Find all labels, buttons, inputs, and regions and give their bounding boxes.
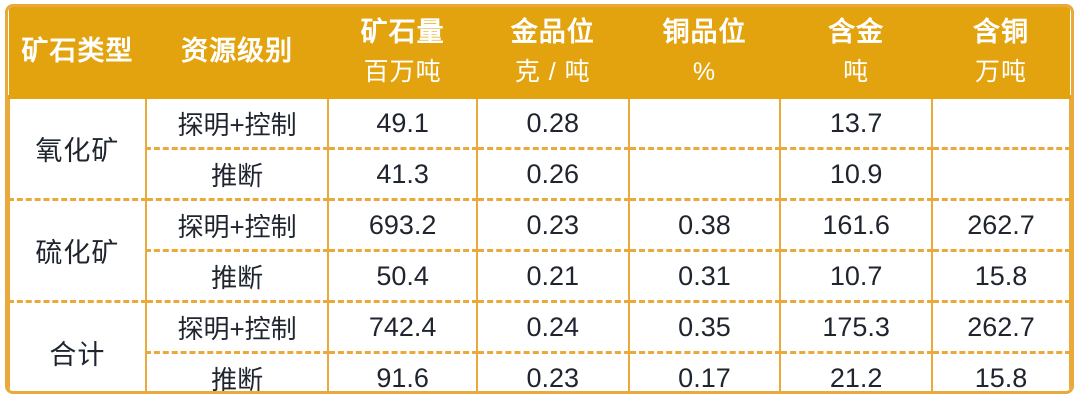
value-cell: 693.2 [327,198,478,251]
value-cell: 0.23 [475,198,630,251]
table-row: 推断 41.3 0.26 10.9 [9,147,1071,200]
ore-type-cell: 硫化矿 [8,198,147,302]
column-unit: 吨 [843,57,870,86]
table-row: 推断 50.4 0.21 0.31 10.7 15.8 [9,249,1071,302]
table-header: 矿石类型 资源级别 矿石量 百万吨 金品位 克 / 吨 [9,7,1070,99]
value-cell: 10.7 [779,249,934,302]
value-cell: 91.6 [327,351,478,391]
value-cell: 13.7 [779,97,934,149]
value-cell: 175.3 [779,300,934,353]
value-cell: 15.8 [931,249,1071,302]
table-body: 氧化矿 探明+控制 49.1 0.28 13.7 推断 41.3 0.26 10… [8,97,1071,391]
header-ore-type: 矿石类型 [9,7,146,99]
column-label: 铜品位 [662,16,747,47]
resource-level-cell: 探明+控制 [144,97,330,149]
value-cell [627,97,782,149]
value-cell: 742.4 [327,300,478,353]
value-cell [627,147,782,200]
ore-type-cell: 合计 [8,300,147,391]
value-cell [931,147,1071,200]
value-cell: 0.38 [627,198,782,251]
column-label: 含金 [828,16,885,47]
table-row: 推断 91.6 0.23 0.17 21.2 15.8 [9,351,1071,391]
header-gold-grade: 金品位 克 / 吨 [476,7,629,99]
header-contained-copper: 含铜 万吨 [932,7,1070,99]
resource-level-cell: 推断 [144,351,330,391]
value-cell: 0.26 [475,147,630,200]
value-cell: 15.8 [931,351,1071,391]
value-cell: 161.6 [779,198,934,251]
column-label: 含铜 [973,16,1030,47]
header-ore-tonnage: 矿石量 百万吨 [328,7,477,99]
resource-level-cell: 探明+控制 [144,198,330,251]
column-unit: 克 / 吨 [514,57,591,86]
column-unit: 百万吨 [363,57,442,86]
resource-table-container: 矿石类型 资源级别 矿石量 百万吨 金品位 克 / 吨 [5,4,1074,394]
resource-level-cell: 推断 [144,249,330,302]
value-cell: 0.28 [475,97,630,149]
column-label: 矿石类型 [21,36,134,66]
value-cell [931,97,1071,149]
mineral-resource-table: 矿石类型 资源级别 矿石量 百万吨 金品位 克 / 吨 [8,7,1071,391]
value-cell: 262.7 [931,300,1071,353]
value-cell: 0.35 [627,300,782,353]
table-row: 氧化矿 探明+控制 49.1 0.28 13.7 [8,97,1071,200]
value-cell: 0.17 [627,351,782,391]
value-cell: 0.21 [475,249,630,302]
ore-type-cell: 氧化矿 [8,97,147,200]
header-contained-gold: 含金 吨 [780,7,933,99]
column-unit: 万吨 [975,57,1028,86]
value-cell: 49.1 [327,97,478,149]
column-label: 金品位 [510,16,595,47]
value-cell: 50.4 [327,249,478,302]
column-unit: % [692,57,717,86]
value-cell: 0.23 [475,351,630,391]
value-cell: 10.9 [779,147,934,200]
column-label: 矿石量 [360,16,445,47]
table-row: 合计 探明+控制 742.4 0.24 0.35 175.3 262.7 [8,300,1071,391]
value-cell: 21.2 [779,351,934,391]
value-cell: 0.24 [475,300,630,353]
value-cell: 0.31 [627,249,782,302]
header-copper-grade: 铜品位 % [628,7,781,99]
column-label: 资源级别 [181,36,294,66]
resource-level-cell: 推断 [144,147,330,200]
resource-level-cell: 探明+控制 [144,300,330,353]
header-resource-level: 资源级别 [145,7,329,99]
value-cell: 41.3 [327,147,478,200]
header-row: 矿石类型 资源级别 矿石量 百万吨 金品位 克 / 吨 [9,7,1070,99]
value-cell: 262.7 [931,198,1071,251]
table-row: 硫化矿 探明+控制 693.2 0.23 0.38 161.6 262.7 [8,198,1071,302]
